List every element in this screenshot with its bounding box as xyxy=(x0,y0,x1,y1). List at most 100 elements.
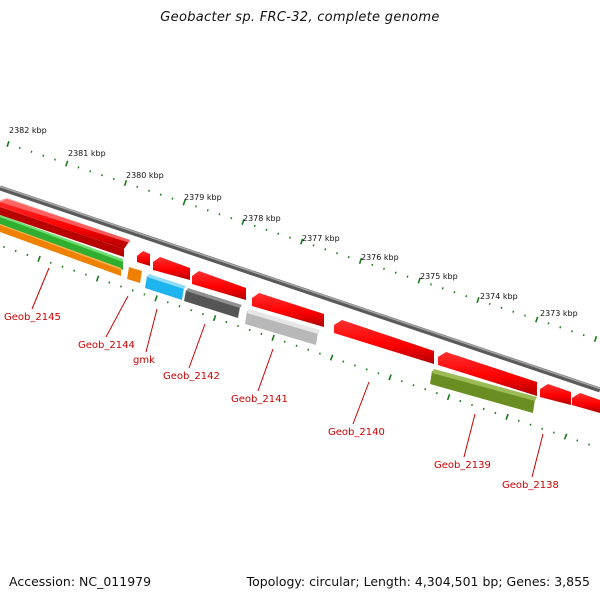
minor-tick xyxy=(547,322,550,325)
minor-tick xyxy=(318,352,321,355)
minor-tick xyxy=(283,340,286,343)
major-tick xyxy=(182,199,186,206)
minor-tick xyxy=(465,294,468,298)
minor-tick xyxy=(49,261,52,264)
gene-arrow-red-1[interactable] xyxy=(153,257,190,280)
minor-tick xyxy=(61,265,64,268)
major-tick xyxy=(563,433,568,440)
minor-tick xyxy=(190,309,193,312)
major-tick xyxy=(212,315,217,322)
gene-bar-geob-2139[interactable] xyxy=(430,369,537,413)
minor-tick xyxy=(77,166,80,169)
kbp-label: 2381 kbp xyxy=(68,149,106,158)
minor-tick xyxy=(576,439,579,442)
minor-tick xyxy=(30,150,33,153)
minor-tick xyxy=(131,289,134,292)
minor-tick xyxy=(365,368,368,371)
major-tick xyxy=(65,160,69,167)
major-tick xyxy=(476,296,480,304)
gene-label-gmk[interactable]: gmk xyxy=(133,355,155,366)
minor-tick xyxy=(295,344,298,347)
gene-bar-geob-2142[interactable] xyxy=(184,288,242,318)
minor-tick xyxy=(571,330,573,333)
gene-bar-geob-2145-orange[interactable] xyxy=(0,224,121,276)
minor-tick xyxy=(430,283,432,286)
topology-text: Topology: circular; Length: 4,304,501 bp… xyxy=(246,574,590,589)
gene-arrow-small-red[interactable] xyxy=(137,251,150,266)
kbp-label: 2379 kbp xyxy=(184,193,222,202)
minor-tick xyxy=(347,255,350,259)
minor-tick xyxy=(265,228,268,231)
minor-tick xyxy=(166,301,169,304)
major-tick xyxy=(446,394,451,401)
minor-tick xyxy=(582,333,585,337)
minor-tick xyxy=(54,158,56,161)
minor-tick xyxy=(84,273,87,276)
outer-tick-row xyxy=(6,140,598,343)
major-tick xyxy=(388,374,392,381)
minor-tick xyxy=(206,209,209,212)
minor-tick xyxy=(559,326,562,329)
minor-tick xyxy=(225,320,228,324)
minor-tick xyxy=(277,232,280,235)
minor-tick xyxy=(101,174,103,177)
major-tick xyxy=(417,277,421,284)
gene-arrow-red-3[interactable] xyxy=(252,293,324,327)
major-tick xyxy=(123,179,128,187)
gene-label-geob-2144[interactable]: Geob_2144 xyxy=(78,340,135,351)
minor-tick xyxy=(354,364,356,367)
colored-genes xyxy=(0,215,537,413)
minor-tick xyxy=(336,252,338,255)
gene-label-geob-2139[interactable]: Geob_2139 xyxy=(434,460,491,471)
minor-tick xyxy=(260,332,263,336)
gene-arrow-red-2[interactable] xyxy=(192,271,246,300)
gene-bar-gmk[interactable] xyxy=(145,274,186,300)
minor-tick xyxy=(488,302,491,306)
gene-label-geob-2138[interactable]: Geob_2138 xyxy=(502,480,559,491)
gene-label-geob-2141[interactable]: Geob_2141 xyxy=(231,394,288,405)
gene-bar-geob-2141[interactable] xyxy=(245,309,320,345)
minor-tick xyxy=(529,423,532,426)
genome-backbone xyxy=(0,185,600,393)
minor-tick xyxy=(143,293,146,296)
minor-tick xyxy=(289,236,291,239)
major-tick xyxy=(300,238,304,245)
minor-tick xyxy=(195,205,197,208)
minor-tick xyxy=(89,170,92,173)
minor-tick xyxy=(588,443,590,446)
gene-arrow-geob-2140[interactable] xyxy=(334,320,434,364)
minor-tick xyxy=(42,154,45,157)
gene-label-geob-2145[interactable]: Geob_2145 xyxy=(4,312,61,323)
minor-tick xyxy=(406,275,409,278)
minor-tick xyxy=(108,281,111,284)
minor-tick xyxy=(3,245,5,249)
gene-label-geob-2140[interactable]: Geob_2140 xyxy=(328,427,385,438)
minor-tick xyxy=(26,253,29,257)
minor-tick xyxy=(541,427,544,430)
gene-arrow-red-5[interactable] xyxy=(572,393,600,413)
gene-label-geob-2142[interactable]: Geob_2142 xyxy=(163,371,220,382)
kbp-label: 2380 kbp xyxy=(126,171,164,180)
major-tick xyxy=(329,354,334,361)
minor-tick xyxy=(201,312,204,316)
minor-tick xyxy=(517,419,520,422)
minor-tick xyxy=(482,407,485,411)
gene-bar-green[interactable] xyxy=(0,215,123,270)
minor-tick xyxy=(218,213,221,216)
major-tick xyxy=(154,295,158,302)
gene-arrow-geob-2138[interactable] xyxy=(540,384,571,405)
kbp-label: 2375 kbp xyxy=(420,272,458,281)
minor-tick xyxy=(136,185,139,189)
gene-arrow-geob-2145[interactable] xyxy=(0,198,130,257)
gene-arrow-red-4[interactable] xyxy=(438,352,537,396)
minor-tick xyxy=(471,403,473,407)
major-tick xyxy=(593,335,598,343)
major-tick xyxy=(271,334,275,341)
minor-tick xyxy=(394,271,397,274)
gene-bar-geob-2144[interactable] xyxy=(127,267,142,283)
forward-strand xyxy=(0,198,600,413)
minor-tick xyxy=(230,216,233,220)
minor-tick xyxy=(383,267,385,270)
minor-tick xyxy=(512,310,515,313)
